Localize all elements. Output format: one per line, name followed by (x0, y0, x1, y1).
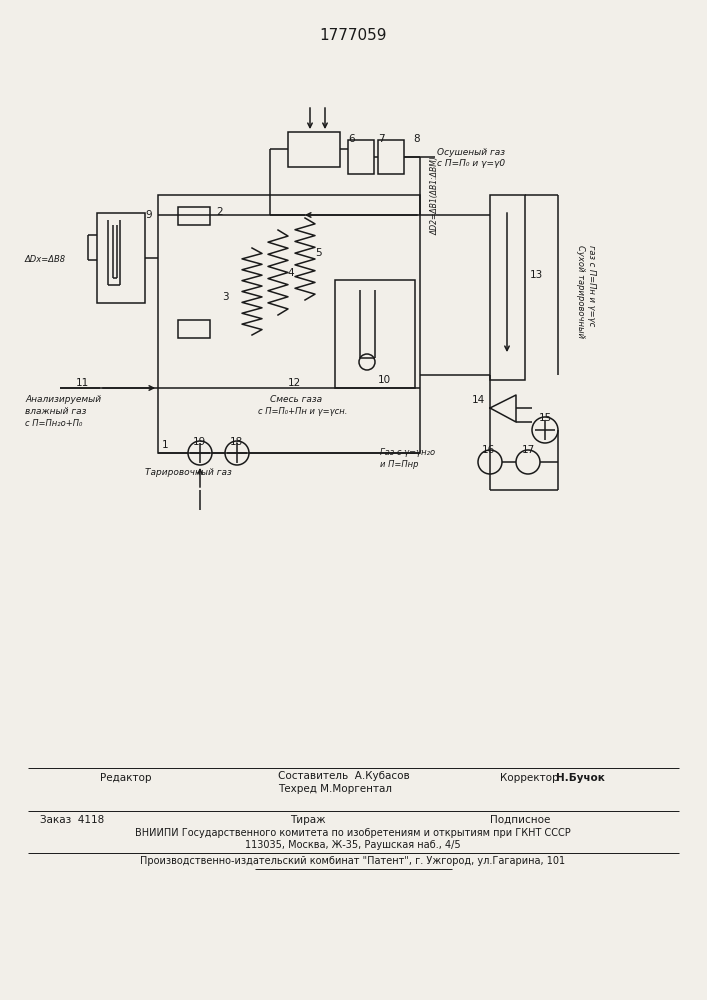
Text: Заказ  4118: Заказ 4118 (40, 815, 104, 825)
Text: 2: 2 (216, 207, 223, 217)
Text: Составитель  А.Кубасов: Составитель А.Кубасов (278, 771, 410, 781)
Text: 19: 19 (193, 437, 206, 447)
Text: Сухой тарировочный: Сухой тарировочный (576, 245, 585, 338)
Text: 11: 11 (76, 378, 88, 388)
Text: ΔDx=ΔB8: ΔDx=ΔB8 (25, 255, 66, 264)
Text: Н.Бучок: Н.Бучок (556, 773, 605, 783)
Bar (378, 140, 404, 174)
Text: Тираж: Тираж (290, 815, 326, 825)
Text: 15: 15 (539, 413, 552, 423)
Text: 14: 14 (472, 395, 485, 405)
Text: 5: 5 (315, 248, 322, 258)
Text: 113035, Москва, Ж-35, Раушская наб., 4/5: 113035, Москва, Ж-35, Раушская наб., 4/5 (245, 840, 461, 850)
Text: и П=Пнр: и П=Пнр (380, 460, 419, 469)
Bar (178, 207, 210, 225)
Text: ВНИИПИ Государственного комитета по изобретениям и открытиям при ГКНТ СССР: ВНИИПИ Государственного комитета по изоб… (135, 828, 571, 838)
Text: с П=Пн₂о+П₀: с П=Пн₂о+П₀ (25, 419, 83, 428)
Text: 17: 17 (522, 445, 535, 455)
Text: с П=П₀ и γ=γ0: с П=П₀ и γ=γ0 (437, 159, 505, 168)
Text: Газ с γ=γн₂о: Газ с γ=γн₂о (380, 448, 435, 457)
Text: 8: 8 (413, 134, 420, 144)
Text: 7: 7 (378, 134, 385, 144)
Bar (490, 195, 525, 380)
Text: Корректор: Корректор (500, 773, 565, 783)
Text: 12: 12 (288, 378, 301, 388)
Text: Редактор: Редактор (100, 773, 151, 783)
Bar (97, 213, 145, 303)
Text: Осушеный газ: Осушеный газ (437, 148, 505, 157)
Text: Техред М.Моргентал: Техред М.Моргентал (278, 784, 392, 794)
Text: 13: 13 (530, 270, 543, 280)
Text: Смесь газа: Смесь газа (270, 395, 322, 404)
Text: ΔD2=ΔB1(ΔB1:ΔBM): ΔD2=ΔB1(ΔB1:ΔBM) (430, 156, 439, 235)
Bar (158, 195, 420, 453)
Text: газ с П=Пн и γ=γс: газ с П=Пн и γ=γс (587, 245, 596, 326)
Text: с П=П₀+Пн и γ=γсн.: с П=П₀+Пн и γ=γсн. (258, 407, 347, 416)
Text: 9: 9 (145, 210, 151, 220)
Text: 6: 6 (348, 134, 355, 144)
Text: 10: 10 (378, 375, 391, 385)
Text: 16: 16 (482, 445, 495, 455)
Text: 1: 1 (162, 440, 169, 450)
Text: Производственно-издательский комбинат "Патент", г. Ужгород, ул.Гагарина, 101: Производственно-издательский комбинат "П… (141, 856, 566, 866)
Text: Анализируемый: Анализируемый (25, 395, 101, 404)
Text: влажный газ: влажный газ (25, 407, 86, 416)
Bar (335, 280, 415, 388)
Text: 1777059: 1777059 (320, 28, 387, 43)
Text: 4: 4 (287, 268, 293, 278)
Text: 3: 3 (222, 292, 228, 302)
Text: Тарировочный газ: Тарировочный газ (145, 468, 232, 477)
Bar (288, 132, 340, 167)
Bar (348, 140, 374, 174)
Text: 18: 18 (230, 437, 243, 447)
Bar (178, 320, 210, 338)
Text: Подписное: Подписное (490, 815, 550, 825)
